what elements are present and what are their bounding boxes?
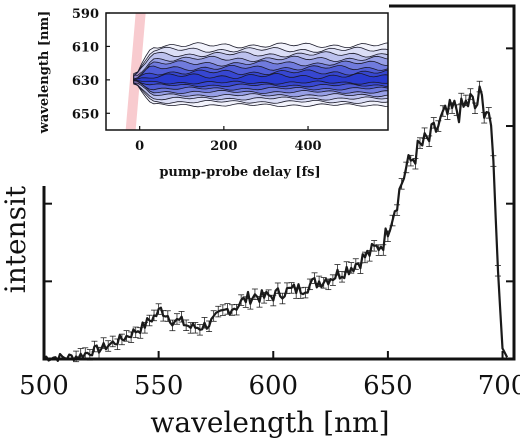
inset-y-tick-label: 650 <box>72 107 99 122</box>
main-x-tick-label: 500 <box>19 371 69 401</box>
main-x-tick-label: 600 <box>248 371 298 401</box>
inset-x-axis: 0 200 400 <box>135 126 322 154</box>
inset-background <box>1 1 389 186</box>
main-x-tick-label: 650 <box>363 371 413 401</box>
contour-band <box>133 72 388 85</box>
inset-y-axis: 590 610 630 650 <box>72 7 110 122</box>
pump-pulse-band <box>125 13 146 130</box>
main-x-axis-label: wavelength [nm] <box>150 406 389 439</box>
inset-y-tick-label: 610 <box>72 40 99 55</box>
inset-plot-frame <box>105 12 389 131</box>
main-x-tick-label: 550 <box>134 371 184 401</box>
main-x-axis: 500 550 600 650 700 <box>19 351 520 401</box>
inset-plot-area <box>125 13 388 130</box>
inset-x-tick-label: 400 <box>294 139 321 154</box>
inset-chart: 0 200 400 590 610 630 650 pump-probe delay [f… <box>1 1 389 186</box>
spectrum-plot-area <box>43 80 509 363</box>
inset-x-axis-label: pump-probe delay [fs] <box>159 165 320 180</box>
main-x-tick-label: 700 <box>478 371 520 401</box>
inset-y-tick-label: 590 <box>72 7 99 22</box>
inset-x-tick-label: 0 <box>135 139 144 154</box>
inset-x-tick-label: 200 <box>210 139 237 154</box>
inset-heatmap <box>125 13 388 130</box>
inset-y-axis-label: wavelength [nm] <box>37 11 52 135</box>
inset-y-tick-label: 630 <box>72 74 99 89</box>
spectrum-line <box>43 85 509 362</box>
